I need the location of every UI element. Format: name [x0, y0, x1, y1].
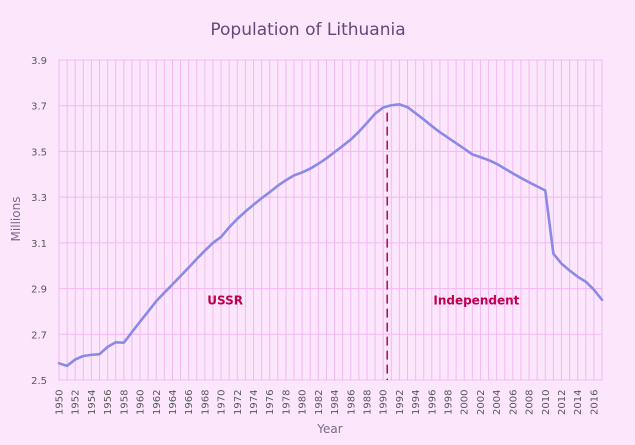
x-tick-label: 1970 — [217, 390, 228, 415]
x-tick-label: 1996 — [427, 390, 438, 415]
x-tick-label: 1968 — [200, 390, 211, 415]
x-tick-label: 1972 — [233, 390, 244, 415]
x-tick-label: 1998 — [444, 390, 455, 415]
x-tick-label: 1984 — [330, 390, 341, 415]
x-tick-label: 1974 — [249, 390, 260, 415]
x-tick-label: 1962 — [152, 390, 163, 415]
y-tick-label: 2.7 — [31, 330, 47, 341]
x-tick-label: 1982 — [314, 390, 325, 415]
population-series-line — [57, 103, 604, 368]
x-tick-label: 1950 — [55, 390, 66, 415]
y-tick-label: 3.7 — [31, 102, 47, 113]
x-axis-title: Year — [316, 422, 342, 436]
x-tick-label: 1988 — [362, 390, 373, 415]
y-tick-label: 2.9 — [31, 285, 47, 296]
y-tick-label: 3.1 — [31, 239, 47, 250]
x-tick-label: 1960 — [136, 390, 147, 415]
x-tick-label: 1976 — [265, 390, 276, 415]
x-tick-label: 1966 — [184, 390, 195, 415]
x-tick-label: 1964 — [168, 390, 179, 415]
x-tick-label: 2008 — [525, 390, 536, 415]
x-tick-label: 2014 — [573, 390, 584, 415]
y-tick-label: 2.5 — [31, 376, 47, 387]
x-tick-label: 1958 — [119, 390, 130, 415]
annotation-label: USSR — [207, 294, 243, 308]
y-tick-label: 3.5 — [31, 147, 47, 158]
chart-title: Population of Lithuania — [210, 20, 405, 40]
gridlines — [58, 59, 603, 381]
y-tick-label: 3.3 — [31, 193, 47, 204]
x-tick-label: 2012 — [557, 390, 568, 415]
y-tick-label: 3.9 — [31, 56, 47, 67]
x-tick-label: 2006 — [508, 390, 519, 415]
x-tick-label: 1978 — [281, 390, 292, 415]
x-tick-label: 1992 — [395, 390, 406, 415]
x-tick-label: 2004 — [492, 390, 503, 415]
series-layer — [57, 103, 604, 368]
x-tick-label: 2000 — [460, 390, 471, 415]
x-tick-label: 2002 — [476, 390, 487, 415]
y-tick-labels: 2.5 2.7 2.9 3.1 3.3 3.5 3.7 3.9 — [31, 56, 47, 387]
annotation-label: Independent — [433, 294, 519, 308]
y-axis-title: Millions — [9, 197, 23, 242]
x-tick-label: 1980 — [298, 390, 309, 415]
x-tick-label: 1956 — [103, 390, 114, 415]
x-tick-label: 1990 — [379, 390, 390, 415]
x-tick-label: 2010 — [541, 390, 552, 415]
x-tick-label: 1954 — [87, 390, 98, 415]
x-tick-label: 1986 — [346, 390, 357, 415]
annotations: USSR Independent — [207, 294, 519, 308]
x-tick-label: 2016 — [589, 390, 600, 415]
x-tick-labels: 1950 1952 1954 1956 1958 1960 1962 1964 1966 1968… — [55, 390, 601, 415]
x-tick-label: 1952 — [71, 390, 82, 415]
x-tick-label: 1994 — [411, 390, 422, 415]
